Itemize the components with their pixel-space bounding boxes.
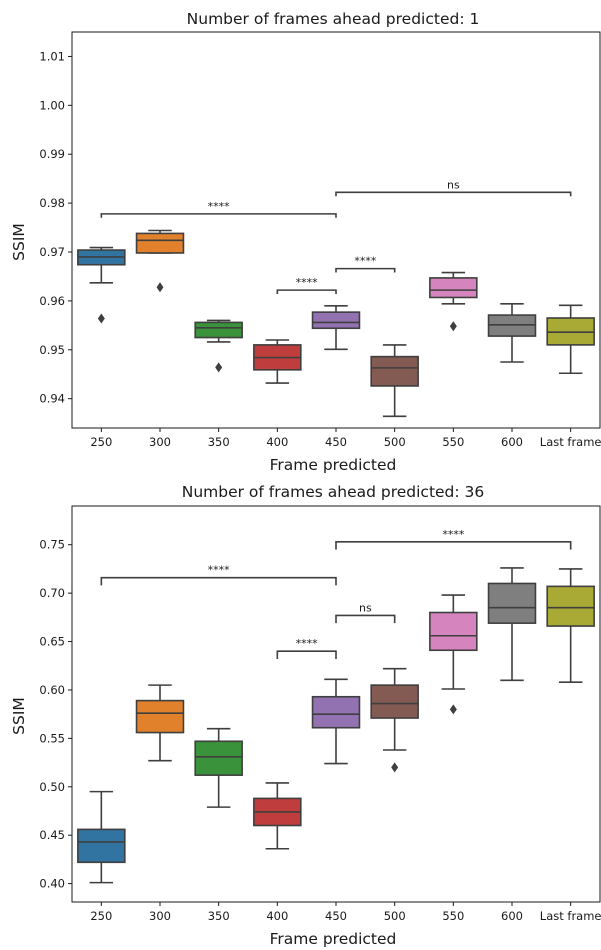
top-y-tick-label: 0.97 xyxy=(39,245,65,259)
bottom-significance-bracket-4 xyxy=(335,614,396,624)
top-y-tick-label: 1.00 xyxy=(39,98,65,112)
bottom-outlier-550 xyxy=(449,704,457,715)
top-y-tick-label: 1.01 xyxy=(39,49,65,63)
bottom-y-tick-label: 0.75 xyxy=(39,538,65,552)
bottom-y-tick-label: 0.50 xyxy=(39,780,65,794)
top-outlier-250 xyxy=(97,313,105,324)
bottom-x-tick-label: 300 xyxy=(149,909,171,923)
top-significance-label-1: **** xyxy=(208,200,231,213)
top-x-tick-label: 400 xyxy=(266,435,288,449)
top-significance-bracket-2 xyxy=(335,191,572,197)
top-significance-label-3: **** xyxy=(296,276,319,289)
top-outlier-300 xyxy=(156,282,164,293)
bottom-box-350 xyxy=(194,740,243,776)
top-y-axis-label: SSIM xyxy=(10,223,28,261)
top-box-500 xyxy=(370,355,419,387)
bottom-significance-bracket-1 xyxy=(100,576,337,586)
top-x-tick-label: 500 xyxy=(384,435,406,449)
top-y-tick-label: 0.99 xyxy=(39,147,65,161)
bottom-x-tick-label: Last frame xyxy=(540,909,601,923)
top-x-axis-label: Frame predicted xyxy=(270,456,397,474)
bottom-x-tick-label: 450 xyxy=(325,909,347,923)
top-x-tick-label: 600 xyxy=(501,435,523,449)
top-y-tick-label: 0.94 xyxy=(39,392,65,406)
bottom-x-tick-label: 350 xyxy=(208,909,230,923)
bottom-y-tick-label: 0.40 xyxy=(39,877,65,891)
top-significance-bracket-3 xyxy=(276,289,337,295)
bottom-box-500 xyxy=(370,684,419,719)
bottom-y-tick-label: 0.55 xyxy=(39,731,65,745)
bottom-significance-bracket-2 xyxy=(335,541,572,550)
top-y-tick-label: 0.96 xyxy=(39,294,65,308)
top-x-tick-label: 550 xyxy=(442,435,464,449)
bottom-x-tick-label: 250 xyxy=(90,909,112,923)
top-box-550 xyxy=(429,277,478,299)
bottom-significance-label-1: **** xyxy=(208,564,231,577)
bottom-x-tick-label: 600 xyxy=(501,909,523,923)
bottom-subplot-title: Number of frames ahead predicted: 36 xyxy=(182,483,485,501)
top-x-tick-label: 300 xyxy=(149,435,171,449)
bottom-box-250 xyxy=(77,828,126,864)
bottom-box-450 xyxy=(311,695,361,729)
bottom-y-axis-label: SSIM xyxy=(10,697,28,735)
bottom-significance-label-3: **** xyxy=(296,637,319,650)
top-box-450 xyxy=(311,311,361,330)
bottom-box-550 xyxy=(429,611,478,652)
top-significance-bracket-1 xyxy=(100,213,337,218)
top-subplot-title: Number of frames ahead predicted: 1 xyxy=(187,10,480,28)
bottom-box-600 xyxy=(487,582,537,624)
top-significance-label-4: **** xyxy=(354,255,377,268)
top-y-tick-label: 0.95 xyxy=(39,343,65,357)
bottom-subplot: Number of frames ahead predicted: 36 Fra… xyxy=(10,483,601,948)
top-significance-label-2: ns xyxy=(447,178,460,191)
top-outlier-350 xyxy=(215,362,223,373)
bottom-y-tick-label: 0.65 xyxy=(39,635,65,649)
top-x-tick-label: 250 xyxy=(90,435,112,449)
top-outlier-550 xyxy=(449,321,457,332)
top-box-350 xyxy=(194,321,243,339)
top-subplot: Number of frames ahead predicted: 1 Fram… xyxy=(10,10,601,474)
bottom-x-tick-label: 550 xyxy=(442,909,464,923)
top-x-tick-label: 450 xyxy=(325,435,347,449)
top-x-tick-label: 350 xyxy=(208,435,230,449)
bottom-significance-bracket-3 xyxy=(276,650,337,659)
bottom-significance-label-4: ns xyxy=(359,601,372,614)
bottom-x-tick-label: 400 xyxy=(266,909,288,923)
top-x-tick-label: Last frame xyxy=(540,435,601,449)
bottom-significance-label-2: **** xyxy=(442,528,465,541)
bottom-box-300 xyxy=(135,699,185,734)
top-y-tick-label: 0.98 xyxy=(39,196,65,210)
bottom-x-axis-label: Frame predicted xyxy=(270,930,397,948)
bottom-outlier-500 xyxy=(391,762,399,773)
bottom-box-last-frame xyxy=(546,585,595,627)
bottom-x-tick-label: 500 xyxy=(384,909,406,923)
top-box-300 xyxy=(135,232,185,254)
top-significance-bracket-4 xyxy=(335,267,396,273)
bottom-y-tick-label: 0.70 xyxy=(39,586,65,600)
bottom-y-tick-label: 0.45 xyxy=(39,828,65,842)
bottom-y-tick-label: 0.60 xyxy=(39,683,65,697)
